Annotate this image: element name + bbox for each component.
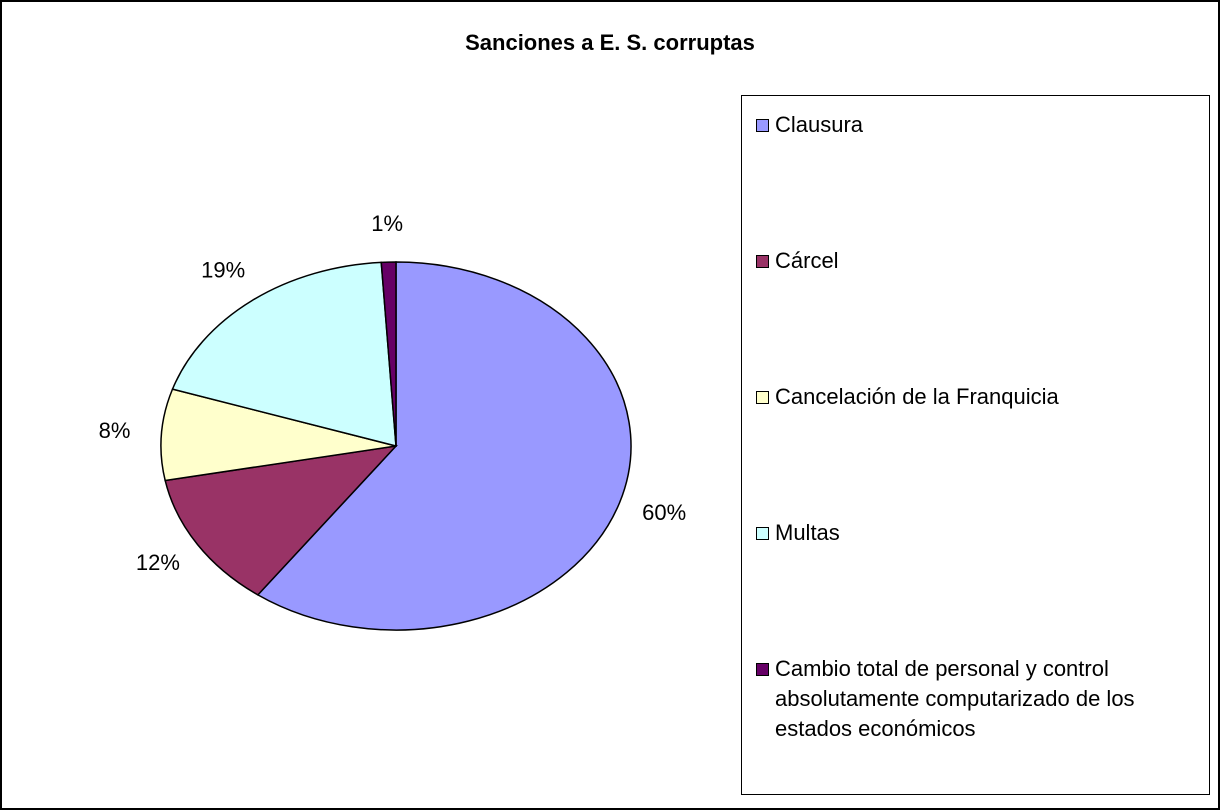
legend-swatch — [756, 663, 769, 676]
data-label: 12% — [136, 550, 180, 575]
pie-slice — [171, 261, 397, 447]
legend-label: Clausura — [775, 112, 864, 137]
legend-swatch — [756, 119, 769, 132]
legend-swatch — [756, 527, 769, 540]
legend-swatch — [756, 255, 769, 268]
data-label: 8% — [99, 418, 131, 443]
legend-item: Cárcel — [756, 246, 1196, 276]
chart-title: Sanciones a E. S. corruptas — [465, 30, 755, 55]
legend-label: Multas — [775, 520, 840, 545]
data-label: 19% — [201, 257, 245, 282]
legend-item: Multas — [756, 518, 1196, 548]
legend-label: Cárcel — [775, 248, 839, 273]
legend-label: Cambio total de personal y control absol… — [775, 656, 1135, 741]
legend-item: Cambio total de personal y control absol… — [756, 654, 1196, 744]
legend: Clausura Cárcel Cancelación de la Franquic… — [741, 95, 1210, 795]
data-label: 1% — [371, 211, 403, 236]
pie-slice — [164, 444, 399, 596]
legend-item: Clausura — [756, 110, 1196, 140]
pie-slice — [380, 261, 397, 447]
data-label: 60% — [642, 500, 686, 525]
legend-swatch — [756, 391, 769, 404]
pie-slice — [160, 388, 397, 482]
pie-slice — [256, 261, 632, 631]
legend-label: Cancelación de la Franquicia — [775, 384, 1059, 409]
legend-item: Cancelación de la Franquicia — [756, 382, 1196, 412]
